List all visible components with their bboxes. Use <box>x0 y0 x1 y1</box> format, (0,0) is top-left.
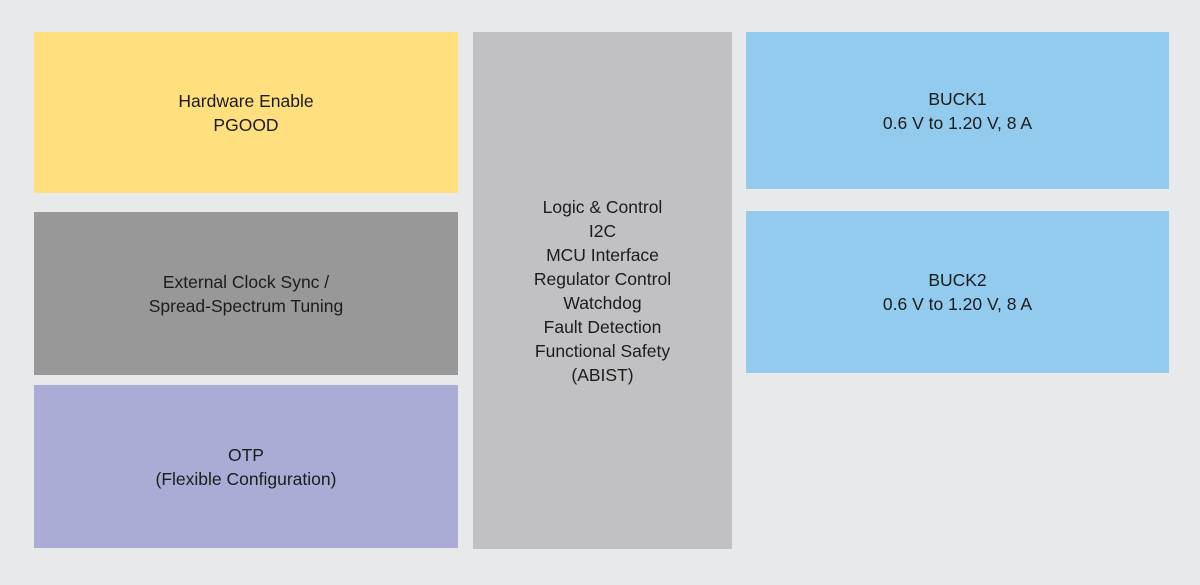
block-label-group: Logic & Control I2C MCU Interface Regula… <box>534 195 671 387</box>
block-label-line: I2C <box>588 220 617 241</box>
block-label-group: Hardware Enable PGOOD <box>178 89 313 137</box>
block-label-line: (Flexible Configuration) <box>155 468 337 489</box>
block-buck1: BUCK1 0.6 V to 1.20 V, 8 A <box>746 32 1169 189</box>
block-label-line: MCU Interface <box>546 244 659 265</box>
block-label-group: OTP (Flexible Configuration) <box>156 443 337 491</box>
block-label-group: External Clock Sync / Spread-Spectrum Tu… <box>149 270 344 318</box>
block-label-line: (ABIST) <box>571 364 634 385</box>
block-label-line: Functional Safety <box>534 340 671 361</box>
block-label-line: External Clock Sync / <box>162 271 330 292</box>
block-external-clock-sync: External Clock Sync / Spread-Spectrum Tu… <box>34 212 458 375</box>
block-label-line: OTP <box>228 444 264 465</box>
block-label-line: Logic & Control <box>542 196 663 217</box>
block-label-line: BUCK1 <box>928 88 987 109</box>
block-label-line: Spread-Spectrum Tuning <box>148 295 344 316</box>
block-label-line: BUCK2 <box>928 270 987 290</box>
block-hardware-enable-pgood: Hardware Enable PGOOD <box>34 32 458 193</box>
block-label-line: 0.6 V to 1.20 V, 8 A <box>882 112 1033 133</box>
block-label-line: Watchdog <box>563 292 642 313</box>
block-otp: OTP (Flexible Configuration) <box>34 385 458 548</box>
block-label-line: Fault Detection <box>543 316 662 337</box>
block-logic-and-control: Logic & Control I2C MCU Interface Regula… <box>473 32 732 549</box>
block-label-group: BUCK1 0.6 V to 1.20 V, 8 A <box>883 87 1032 135</box>
block-label-group: BUCK2 0.6 V to 1.20 V, 8 A <box>883 268 1032 316</box>
block-label-line: Hardware Enable <box>178 90 314 111</box>
block-label-line: 0.6 V to 1.20 V, 8 A <box>882 294 1033 314</box>
block-buck2: BUCK2 0.6 V to 1.20 V, 8 A <box>746 211 1169 373</box>
block-label-line: Regulator Control <box>533 268 672 289</box>
block-label-line: PGOOD <box>213 114 279 135</box>
